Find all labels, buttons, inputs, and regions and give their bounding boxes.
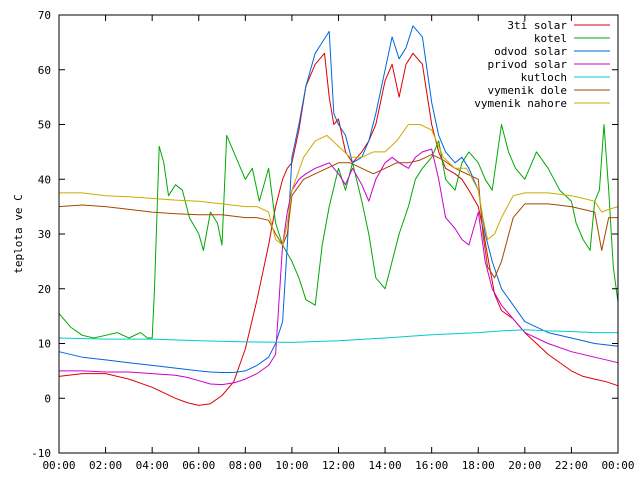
series-line-1 (58, 124, 619, 339)
legend-label-0: 3ti solar (507, 19, 567, 32)
series-line-5 (58, 154, 618, 279)
x-tick-label: 16:00 (415, 459, 448, 472)
y-tick-label: -10 (31, 447, 51, 460)
legend-label-1: kotel (534, 32, 567, 45)
x-tick-label: 14:00 (369, 459, 402, 472)
x-tick-label: 06:00 (182, 459, 215, 472)
y-tick-label: 10 (38, 338, 51, 351)
series-line-3 (59, 148, 619, 386)
x-tick-label: 08:00 (229, 459, 262, 472)
x-tick-label: 12:00 (322, 459, 355, 472)
x-tick-label: 00:00 (42, 459, 75, 472)
x-tick-label: 00:00 (601, 459, 634, 472)
y-tick-label: 60 (38, 64, 51, 77)
legend-label-4: kutloch (521, 71, 567, 84)
axes: -10 0 10 20 30 40 50 60 70 00:00 02:00 04:00 06:00 08… (31, 9, 634, 472)
y-tick-label: 50 (38, 119, 51, 132)
x-tick-label: 22:00 (555, 459, 588, 472)
series-line-4 (58, 329, 618, 343)
y-tick-label: 40 (38, 173, 51, 186)
x-tick-label: 18:00 (462, 459, 495, 472)
legend-label-3: privod solar (488, 58, 568, 71)
x-tick-label: 04:00 (136, 459, 169, 472)
series-line-0 (58, 52, 619, 406)
y-tick-label: 70 (38, 9, 51, 22)
y-axis-title: teplota ve C (12, 194, 25, 273)
legend-label-6: vymenik nahore (474, 97, 567, 110)
x-tick-label: 10:00 (275, 459, 308, 472)
plot-area (58, 25, 619, 406)
y-tick-label: 30 (38, 228, 51, 241)
legend-label-2: odvod solar (494, 45, 567, 58)
y-tick-label: 20 (38, 283, 51, 296)
x-tick-label: 02:00 (89, 459, 122, 472)
y-tick-label: 0 (44, 392, 51, 405)
x-tick-label: 20:00 (508, 459, 541, 472)
legend-label-5: vymenik dole (488, 84, 567, 97)
series-line-6 (59, 124, 619, 246)
